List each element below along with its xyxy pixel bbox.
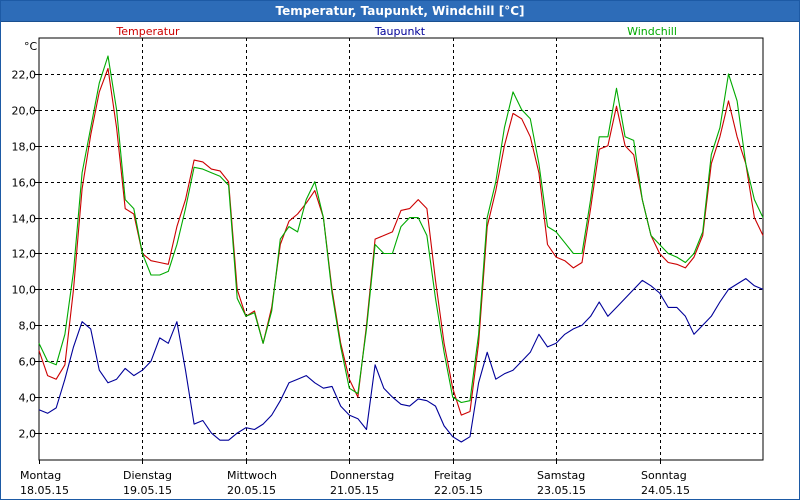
y-tick-label: 18,0: [12, 141, 37, 154]
y-tick-label: 8,0: [19, 320, 37, 333]
series-line-windchill: [38, 55, 764, 404]
legend-label-taupunkt: Taupunkt: [374, 25, 426, 38]
y-tick-label: 22,0: [12, 69, 37, 82]
x-tick-date-label: 21.05.15: [330, 484, 379, 497]
legend-label-temperatur: Temperatur: [115, 25, 180, 38]
series-line-taupunkt: [38, 278, 764, 443]
x-tick-date-label: 23.05.15: [537, 484, 586, 497]
x-tick-day-label: Samstag: [537, 469, 585, 482]
legend-label-windchill: Windchill: [627, 25, 677, 38]
x-tick-day-label: Freitag: [434, 469, 472, 482]
y-tick-label: 4,0: [19, 392, 37, 405]
plot-area: [38, 37, 764, 461]
legend: Temperatur Taupunkt Windchill: [115, 25, 677, 38]
x-tick-day-label: Mittwoch: [227, 469, 277, 482]
chart-title: Temperatur, Taupunkt, Windchill [°C]: [1, 1, 799, 22]
x-tick-day-label: Montag: [20, 469, 61, 482]
y-tick-label: 16,0: [12, 177, 37, 190]
y-tick-label: 20,0: [12, 105, 37, 118]
x-tick-date-label: 19.05.15: [123, 484, 172, 497]
x-tick-date-label: 24.05.15: [641, 484, 690, 497]
y-tick-label: 2,0: [19, 428, 37, 441]
y-tick-label: 14,0: [12, 213, 37, 226]
x-tick-day-label: Sonntag: [641, 469, 687, 482]
x-tick-date-label: 22.05.15: [434, 484, 483, 497]
y-tick-label: 12,0: [12, 248, 37, 261]
axes: 2,0 4,0 6,0 8,0 10,0 12,0 14,0 16,0 18,0 20,0 22,0…: [12, 40, 690, 497]
x-tick-date-label: 18.05.15: [20, 484, 69, 497]
y-tick-label: 6,0: [19, 356, 37, 369]
y-axis-unit: °C: [24, 40, 38, 53]
grid: [39, 38, 764, 460]
x-tick-date-label: 20.05.15: [227, 484, 276, 497]
x-tick-day-label: Donnerstag: [330, 469, 394, 482]
y-tick-label: 10,0: [12, 284, 37, 297]
x-tick-day-label: Dienstag: [123, 469, 172, 482]
series-group: [38, 55, 764, 443]
